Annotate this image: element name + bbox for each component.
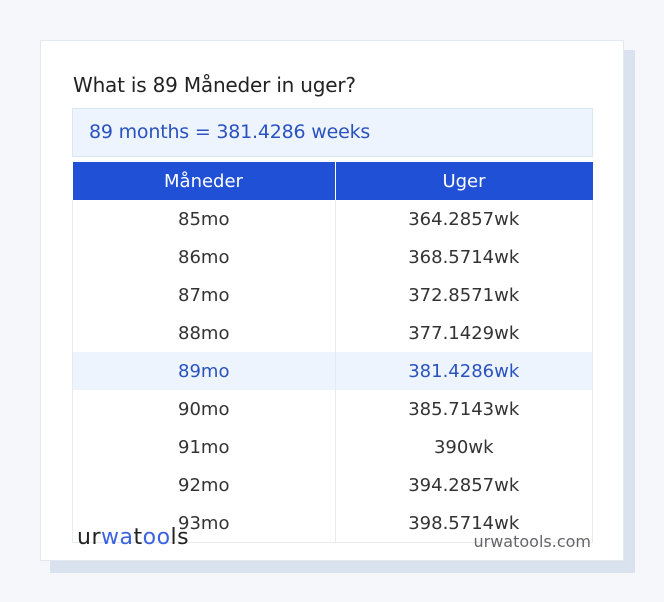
months-cell: 93mo [72, 504, 336, 543]
months-cell: 89mo [72, 352, 336, 390]
weeks-cell: 377.1429wk [334, 314, 593, 352]
table-row: 92mo 394.2857wk [72, 466, 593, 504]
weeks-cell: 390wk [334, 428, 593, 466]
page-title: What is 89 Måneder in uger? [73, 73, 356, 97]
months-cell: 90mo [72, 390, 336, 428]
months-cell: 91mo [72, 428, 336, 466]
weeks-cell: 364.2857wk [334, 200, 593, 238]
conversion-card: What is 89 Måneder in uger? 89 months = … [40, 40, 624, 561]
conversion-table: Måneder Uger 85mo 364.2857wk 86mo 368.5714… [72, 162, 593, 543]
table-row: 86mo 368.5714wk [72, 238, 593, 276]
weeks-cell: 385.7143wk [334, 390, 593, 428]
weeks-cell: 368.5714wk [334, 238, 593, 276]
table-header-row: Måneder Uger [72, 162, 593, 200]
column-header-weeks: Uger [334, 162, 593, 200]
table-row: 91mo 390wk [72, 428, 593, 466]
weeks-cell: 381.4286wk [334, 352, 593, 390]
months-cell: 86mo [72, 238, 336, 276]
months-cell: 85mo [72, 200, 336, 238]
months-cell: 92mo [72, 466, 336, 504]
table-row: 93mo 398.5714wk [72, 504, 593, 543]
table-row: 85mo 364.2857wk [72, 200, 593, 238]
months-cell: 87mo [72, 276, 336, 314]
weeks-cell: 398.5714wk [334, 504, 593, 543]
table-row: 87mo 372.8571wk [72, 276, 593, 314]
site-url: urwatools.com [473, 532, 592, 551]
table-row: 88mo 377.1429wk [72, 314, 593, 352]
weeks-cell: 372.8571wk [334, 276, 593, 314]
urwatools-logo[interactable]: urwatools [77, 525, 190, 550]
months-cell: 88mo [72, 314, 336, 352]
column-header-months: Måneder [72, 162, 335, 200]
table-row-highlighted: 89mo 381.4286wk [72, 352, 593, 390]
weeks-cell: 394.2857wk [334, 466, 593, 504]
conversion-result: 89 months = 381.4286 weeks [72, 108, 593, 157]
table-row: 90mo 385.7143wk [72, 390, 593, 428]
